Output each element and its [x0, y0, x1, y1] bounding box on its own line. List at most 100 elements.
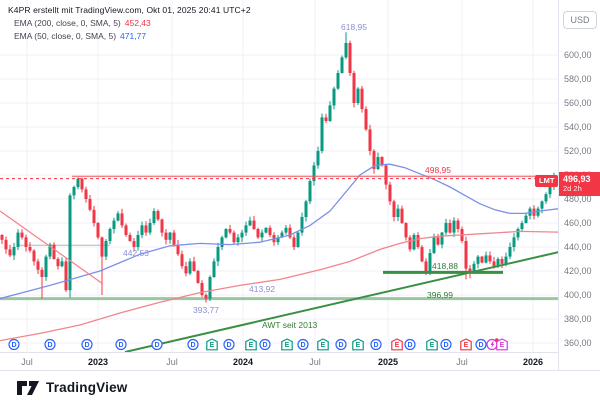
- svg-text:D: D: [262, 342, 267, 349]
- price-tick: 360,00: [564, 338, 592, 348]
- swing-label-393: 393,77: [193, 305, 219, 315]
- svg-text:D: D: [226, 342, 231, 349]
- footer-bar: TradingView: [0, 370, 600, 404]
- dividend-marker[interactable]: D: [259, 338, 272, 351]
- svg-text:D: D: [300, 342, 305, 349]
- time-tick: 2023: [87, 357, 109, 367]
- time-tick: 2025: [377, 357, 399, 367]
- dividend-marker[interactable]: D: [370, 338, 383, 351]
- earnings-marker[interactable]: E: [245, 338, 258, 351]
- ema50-value: 471,77: [120, 31, 147, 41]
- time-axis[interactable]: Jul 2023 Jul 2024 Jul 2025 Jul 2026: [0, 352, 600, 370]
- candlestick-chart: [0, 0, 558, 352]
- svg-text:D: D: [478, 342, 483, 349]
- tradingview-brand-text[interactable]: TradingView: [46, 380, 128, 395]
- svg-text:E: E: [464, 342, 469, 349]
- chart-plot-area[interactable]: 618,95 442,53 413,92 393,77 498,95 418,88 396,…: [0, 0, 558, 352]
- price-tick: 600,00: [564, 50, 592, 60]
- earnings-marker[interactable]: E: [206, 338, 219, 351]
- currency-button[interactable]: USD: [563, 11, 597, 29]
- earnings-marker[interactable]: E: [317, 338, 330, 351]
- svg-text:D: D: [11, 342, 16, 349]
- limit-order-tag[interactable]: LMT: [535, 175, 558, 187]
- dividend-marker[interactable]: D: [151, 338, 164, 351]
- price-tick: 420,00: [564, 266, 592, 276]
- ema50-label: EMA (50, close, 0, SMA, 5): [14, 31, 117, 41]
- earnings-marker[interactable]: E: [352, 338, 365, 351]
- svg-text:D: D: [84, 342, 89, 349]
- dividend-marker[interactable]: D: [440, 338, 453, 351]
- limit-order-price-label[interactable]: 496,93 2d 2h: [559, 172, 600, 196]
- support-418-label: 418,88: [432, 261, 458, 271]
- svg-text:D: D: [190, 342, 195, 349]
- svg-text:E: E: [395, 342, 400, 349]
- ema200-value: 452,43: [124, 18, 151, 28]
- support-397-label: 396,99: [427, 290, 453, 300]
- price-tick: 380,00: [564, 314, 592, 324]
- time-tick: Jul: [456, 357, 468, 367]
- news-marker[interactable]: [486, 338, 499, 351]
- svg-text:E: E: [249, 342, 254, 349]
- svg-text:E: E: [500, 342, 505, 349]
- earnings-marker[interactable]: E: [281, 338, 294, 351]
- price-tick: 520,00: [564, 146, 592, 156]
- resistance-trendline[interactable]: [0, 210, 104, 285]
- ema-200-line[interactable]: [0, 230, 558, 342]
- svg-text:D: D: [373, 342, 378, 349]
- dividend-marker[interactable]: D: [404, 338, 417, 351]
- svg-text:E: E: [321, 342, 326, 349]
- svg-text:D: D: [443, 342, 448, 349]
- dividend-marker[interactable]: D: [115, 338, 128, 351]
- awt-label: AWT seit 2013: [262, 320, 318, 330]
- svg-text:D: D: [154, 342, 159, 349]
- svg-text:E: E: [356, 342, 361, 349]
- alert-price-label: 498,95: [425, 165, 451, 175]
- dividend-marker[interactable]: D: [475, 338, 488, 351]
- price-tick: 540,00: [564, 122, 592, 132]
- price-axis[interactable]: USD 600,00580,00560,00540,00520,00500,00…: [558, 0, 600, 370]
- time-tick: 2026: [522, 357, 544, 367]
- dividend-marker[interactable]: D: [335, 338, 348, 351]
- svg-text:D: D: [47, 342, 52, 349]
- indicator-legend: EMA (200, close, 0, SMA, 5) 452,43 EMA (5…: [14, 17, 151, 43]
- time-tick: Jul: [166, 357, 178, 367]
- earnings-marker[interactable]: E: [391, 338, 404, 351]
- svg-text:D: D: [407, 342, 412, 349]
- swing-high-label: 618,95: [341, 22, 367, 32]
- legend-row-ema200[interactable]: EMA (200, close, 0, SMA, 5) 452,43: [14, 17, 151, 30]
- chart-title: K4PR erstellt mit TradingView.com, Okt 0…: [8, 5, 251, 15]
- time-tick: Jul: [21, 357, 33, 367]
- earnings-marker[interactable]: E: [496, 338, 509, 351]
- dividend-marker[interactable]: D: [81, 338, 94, 351]
- dividend-marker[interactable]: D: [8, 338, 21, 351]
- time-tick: Jul: [309, 357, 321, 367]
- ema200-label: EMA (200, close, 0, SMA, 5): [14, 18, 121, 28]
- dividend-marker[interactable]: D: [44, 338, 57, 351]
- ema-50-line[interactable]: [0, 163, 558, 300]
- svg-text:E: E: [210, 342, 215, 349]
- price-tick: 480,00: [564, 194, 592, 204]
- awt-trendline[interactable]: [124, 251, 558, 352]
- order-price: 496,93: [563, 174, 591, 184]
- dividend-marker[interactable]: D: [223, 338, 236, 351]
- dividend-marker[interactable]: D: [297, 338, 310, 351]
- svg-text:E: E: [430, 342, 435, 349]
- price-tick: 580,00: [564, 74, 592, 84]
- svg-text:E: E: [285, 342, 290, 349]
- earnings-marker[interactable]: E: [426, 338, 439, 351]
- tradingview-logo-icon[interactable]: [17, 380, 39, 395]
- dividend-marker[interactable]: D: [187, 338, 200, 351]
- svg-text:D: D: [338, 342, 343, 349]
- swing-label-413: 413,92: [249, 284, 275, 294]
- price-tick: 560,00: [564, 98, 592, 108]
- price-tick: 440,00: [564, 242, 592, 252]
- svg-text:D: D: [118, 342, 123, 349]
- legend-row-ema50[interactable]: EMA (50, close, 0, SMA, 5) 471,77: [14, 30, 151, 43]
- candles-group: [0, 32, 556, 303]
- price-tick: 460,00: [564, 218, 592, 228]
- time-tick: 2024: [232, 357, 254, 367]
- order-expiry: 2d 2h: [563, 184, 582, 193]
- earnings-marker[interactable]: E: [460, 338, 473, 351]
- swing-label-442: 442,53: [123, 248, 149, 258]
